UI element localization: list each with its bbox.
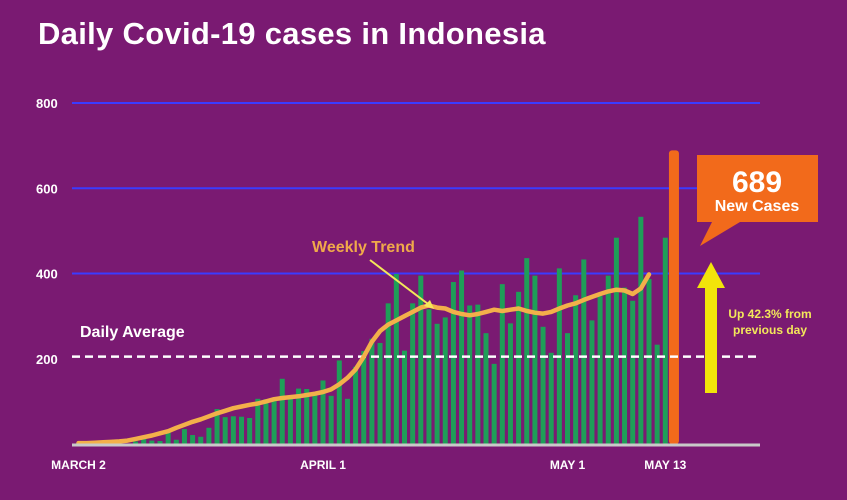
bar	[344, 398, 350, 444]
bar	[532, 275, 538, 444]
bar	[548, 352, 554, 444]
bar	[198, 436, 204, 444]
bar	[230, 416, 236, 444]
bar	[328, 395, 334, 444]
bar	[467, 305, 473, 444]
y-tick-label: 200	[36, 352, 58, 367]
chart-title: Daily Covid-19 cases in Indonesia	[38, 16, 546, 51]
y-tick-label: 400	[36, 267, 58, 282]
bar	[263, 399, 269, 444]
bar	[385, 303, 391, 444]
y-tick-label: 600	[36, 181, 58, 196]
bar	[638, 216, 644, 444]
x-tick-label: MAY 1	[550, 458, 586, 472]
x-tick-label: MARCH 2	[51, 458, 106, 472]
bar	[475, 304, 481, 444]
bar	[206, 427, 212, 444]
bar	[190, 435, 196, 444]
bar	[157, 441, 163, 444]
bar	[654, 344, 660, 444]
bar	[613, 237, 619, 444]
bar	[336, 360, 342, 444]
up-text-line2: previous day	[733, 323, 807, 337]
bar	[181, 429, 187, 444]
bar	[377, 342, 383, 444]
bar	[173, 439, 179, 444]
callout-box	[697, 155, 818, 246]
bar	[149, 440, 155, 444]
bar	[565, 333, 570, 444]
callout-value: 689	[732, 166, 782, 199]
bar	[133, 441, 139, 444]
bar	[573, 295, 579, 444]
bar	[442, 317, 448, 444]
bar	[483, 333, 489, 444]
weekly-trend-pointer-head	[424, 300, 434, 309]
y-tick-label: 800	[36, 96, 58, 111]
weekly-trend-pointer	[369, 259, 433, 308]
bar	[499, 284, 505, 444]
up-arrow-icon	[697, 262, 725, 393]
bar	[450, 282, 456, 444]
daily-average-label: Daily Average	[80, 324, 185, 341]
up-text-line1: Up 42.3% from	[728, 307, 811, 321]
bar	[393, 273, 399, 444]
bar	[418, 275, 424, 444]
bar	[426, 309, 432, 444]
bar	[589, 320, 595, 444]
weekly-trend-label: Weekly Trend	[312, 239, 415, 256]
bar	[622, 287, 628, 444]
bar	[491, 363, 497, 444]
bar	[605, 275, 611, 444]
x-tick-label: MAY 13	[644, 458, 686, 472]
bar-latest	[668, 150, 679, 444]
bar	[255, 398, 261, 444]
bar	[353, 366, 359, 444]
bar	[287, 397, 293, 444]
bar	[597, 296, 603, 444]
bar	[361, 351, 367, 444]
bar	[304, 389, 310, 444]
bar	[320, 380, 326, 444]
bar	[165, 429, 171, 444]
bar	[581, 259, 587, 444]
bar	[662, 237, 668, 444]
bar	[524, 258, 530, 444]
bar	[402, 350, 407, 444]
bar	[296, 388, 302, 444]
bar	[141, 438, 147, 444]
bar	[459, 270, 465, 444]
callout-label: New Cases	[715, 198, 800, 215]
x-tick-label: APRIL 1	[300, 458, 346, 472]
bar	[410, 303, 416, 444]
bar	[247, 417, 253, 444]
bar	[239, 416, 244, 444]
bar	[279, 378, 285, 444]
weekly-trend-line	[76, 272, 652, 446]
bar	[516, 291, 522, 444]
bar	[507, 323, 513, 444]
bar	[222, 417, 228, 444]
bar	[369, 338, 375, 444]
bar	[630, 300, 636, 444]
bar	[540, 326, 546, 444]
bar	[214, 409, 220, 444]
bar	[312, 395, 318, 444]
bar	[434, 323, 440, 444]
bar	[271, 400, 277, 444]
bar	[646, 279, 652, 444]
